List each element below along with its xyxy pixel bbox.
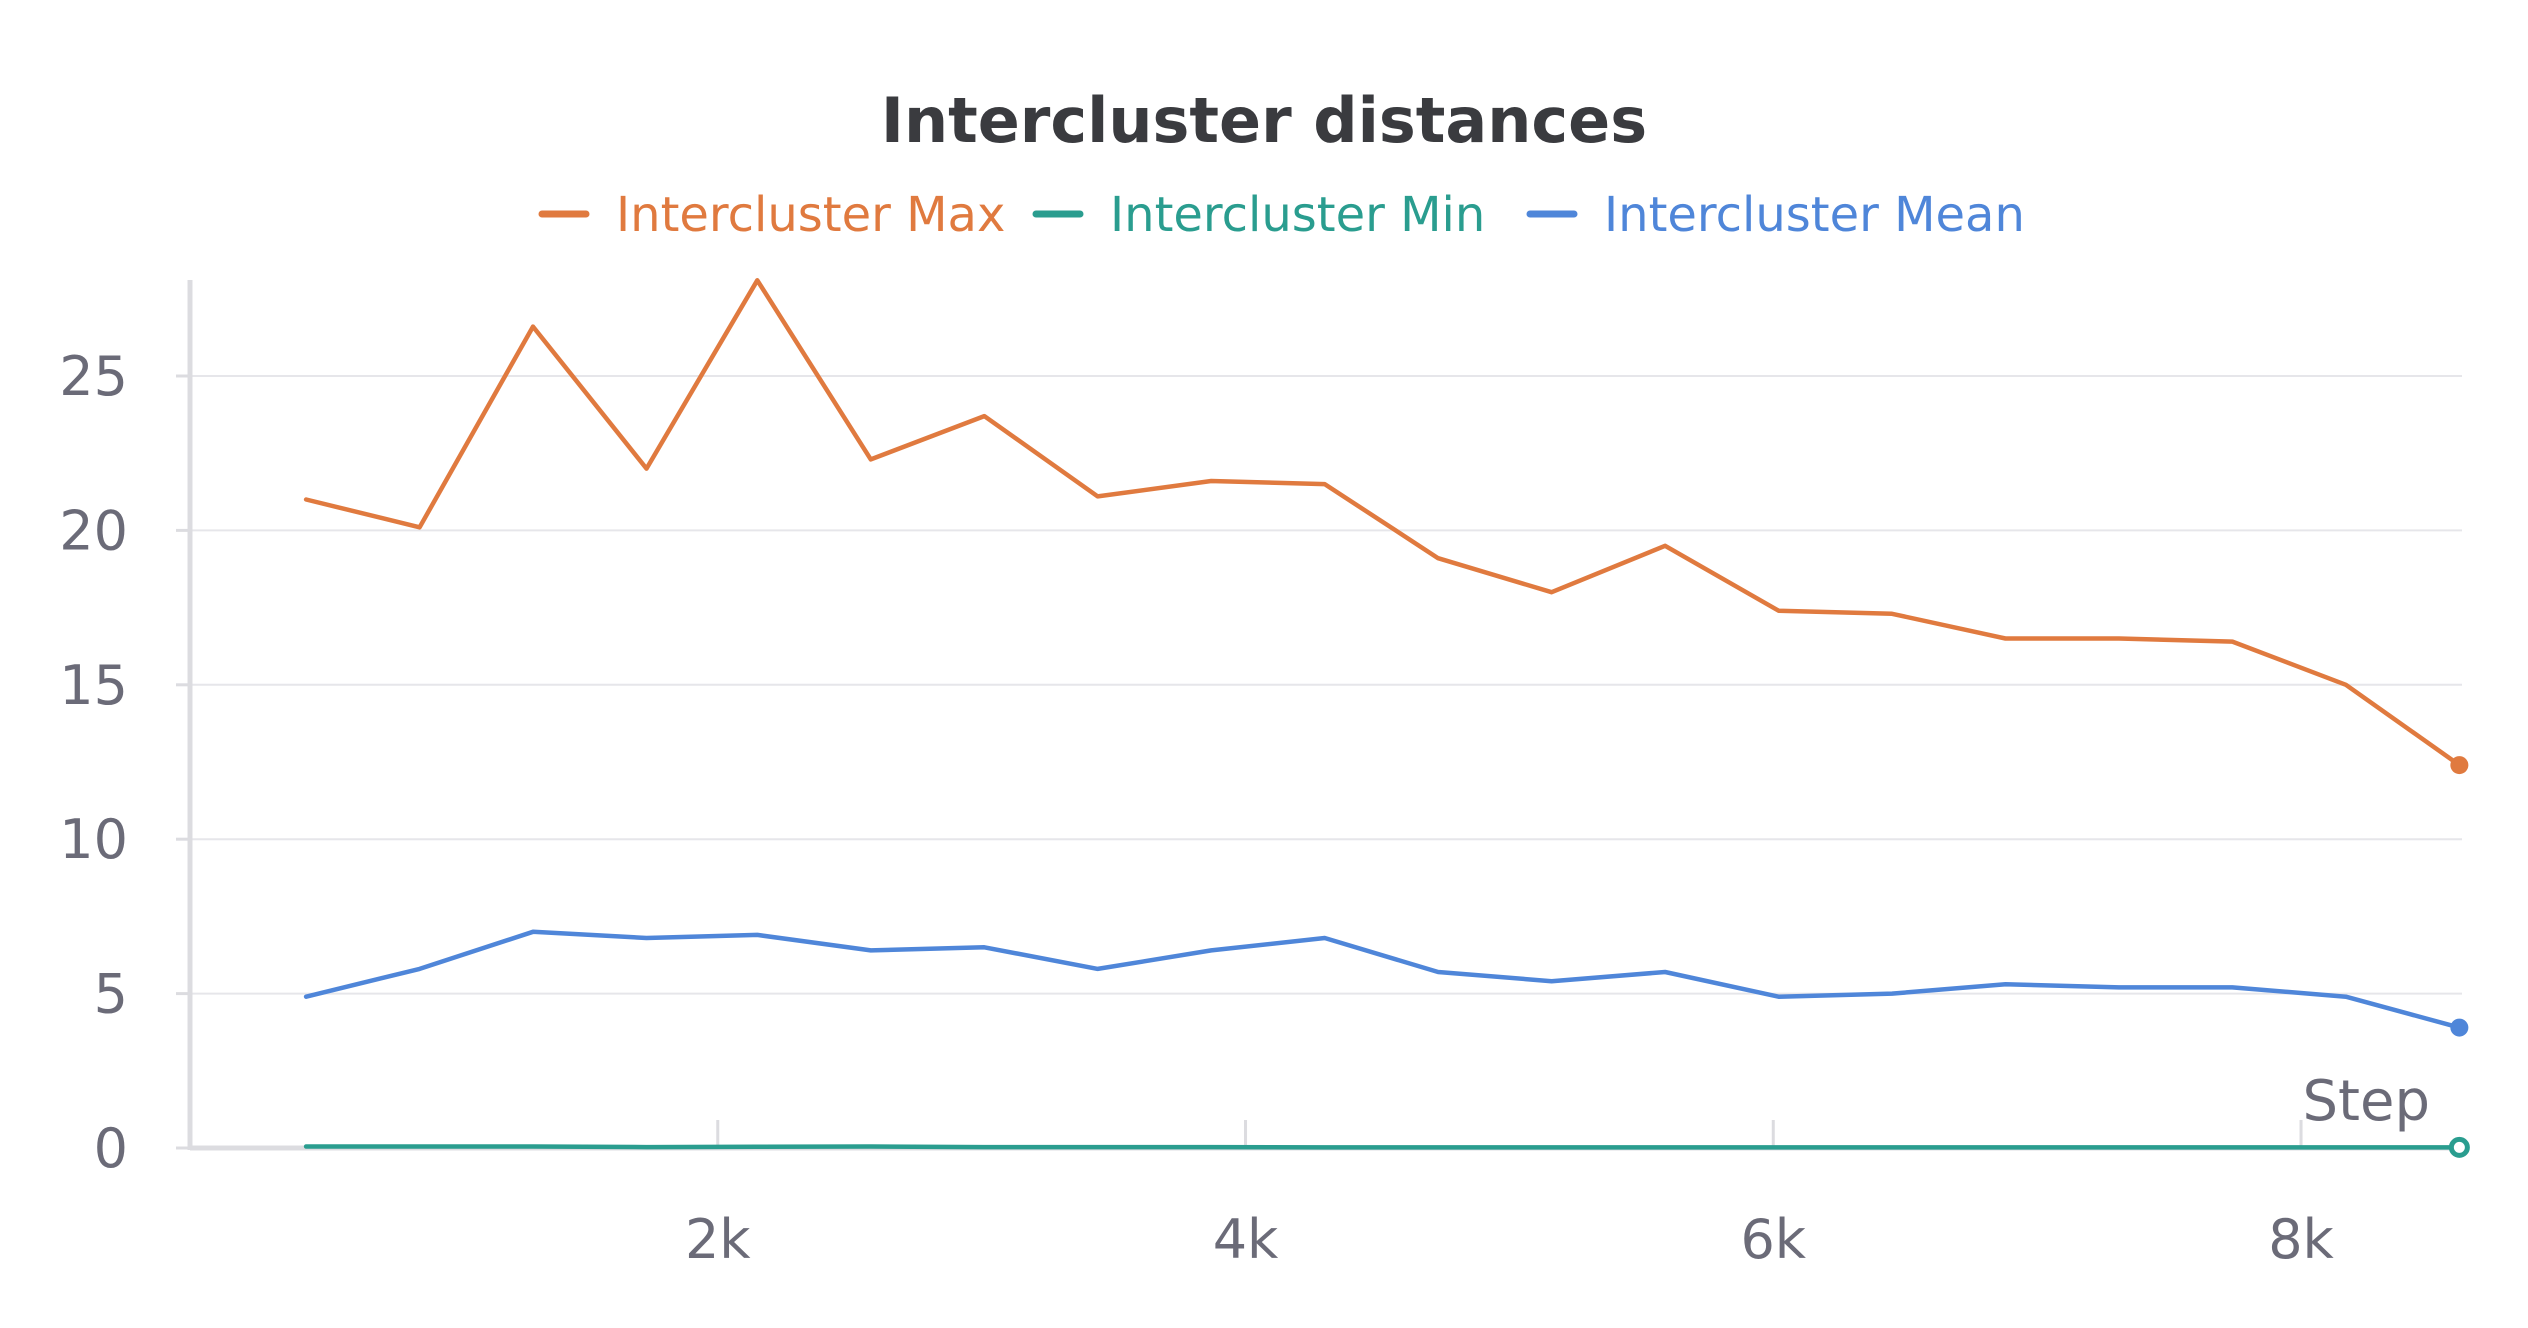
x-axis-title: Step <box>2302 1069 2430 1134</box>
y-tick-label: 10 <box>59 808 128 871</box>
legend-label-intercluster-mean: Intercluster Mean <box>1604 187 2025 243</box>
y-tick-label: 20 <box>59 499 128 562</box>
series-lines <box>303 278 2470 1158</box>
tick-labels: 0 5 10 15 20 25 2k 4k 6k 8k <box>59 345 2334 1271</box>
end-point-intercluster-min <box>2448 1136 2470 1158</box>
y-tick-label: 15 <box>59 654 128 717</box>
x-tick-label: 4k <box>1213 1208 1279 1271</box>
end-point-intercluster-max <box>2450 756 2469 775</box>
chart-title: Intercluster distances <box>881 84 1647 157</box>
x-tick-label: 2k <box>685 1208 751 1271</box>
series-line-intercluster-max <box>303 278 2462 768</box>
series-line-intercluster-mean <box>303 929 2462 1030</box>
legend-label-intercluster-max: Intercluster Max <box>616 187 1005 243</box>
y-tick-label: 0 <box>94 1117 128 1180</box>
x-tick-label: 8k <box>2268 1208 2334 1271</box>
end-point-intercluster-mean <box>2450 1018 2469 1037</box>
y-tick-label: 25 <box>59 345 128 408</box>
series-line-intercluster-min <box>303 1144 2462 1150</box>
x-tick-label: 6k <box>1740 1208 1806 1271</box>
y-tick-label: 5 <box>94 963 128 1026</box>
grid-lines <box>190 375 2462 995</box>
axes <box>176 280 2462 1151</box>
legend-label-intercluster-min: Intercluster Min <box>1110 187 1485 243</box>
legend: Intercluster Max Intercluster Min Interclu… <box>538 187 2025 243</box>
